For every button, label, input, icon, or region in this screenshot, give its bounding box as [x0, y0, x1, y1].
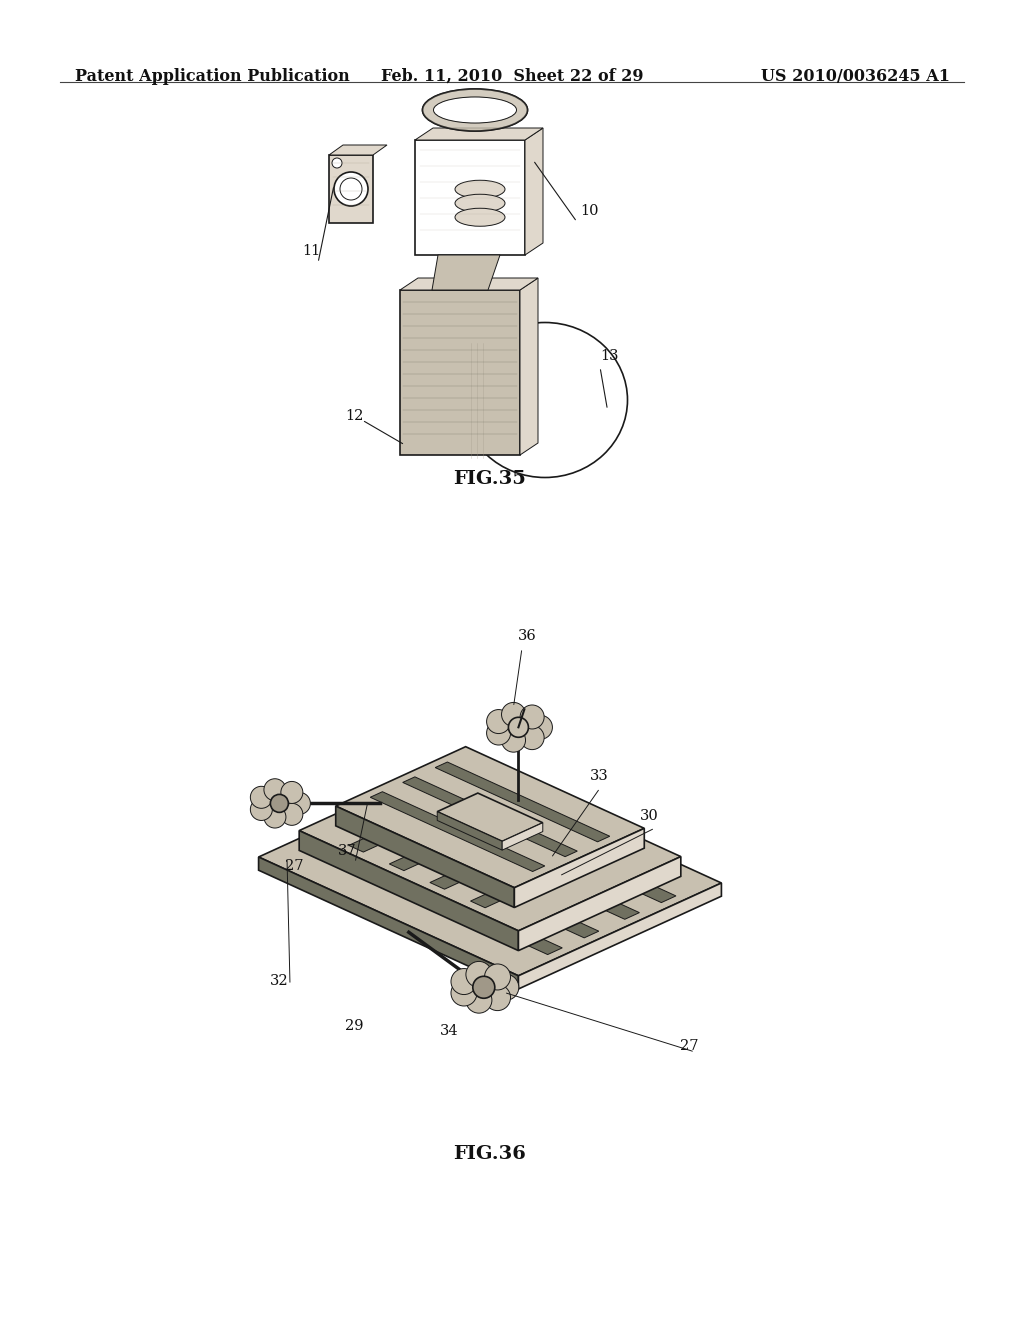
Polygon shape	[349, 779, 510, 853]
Polygon shape	[518, 883, 722, 989]
Polygon shape	[299, 756, 681, 931]
Text: 32: 32	[270, 974, 289, 987]
Circle shape	[451, 969, 477, 994]
Text: US 2010/0036245 A1: US 2010/0036245 A1	[761, 69, 950, 84]
Text: 37: 37	[338, 843, 356, 858]
Bar	[415, 140, 525, 255]
Polygon shape	[437, 812, 502, 850]
Circle shape	[473, 977, 495, 998]
Circle shape	[502, 702, 525, 726]
Polygon shape	[430, 816, 591, 890]
Text: 27: 27	[285, 859, 303, 873]
Circle shape	[486, 710, 511, 734]
Circle shape	[520, 726, 544, 750]
Text: 11: 11	[302, 244, 321, 257]
Ellipse shape	[433, 96, 516, 123]
Text: 33: 33	[590, 770, 608, 783]
Text: 27: 27	[680, 1039, 698, 1053]
Polygon shape	[400, 279, 538, 290]
Circle shape	[340, 178, 362, 201]
Polygon shape	[402, 777, 578, 857]
Polygon shape	[502, 822, 543, 850]
Circle shape	[520, 705, 544, 729]
Polygon shape	[418, 784, 676, 903]
Circle shape	[486, 721, 511, 744]
Polygon shape	[259, 764, 722, 975]
Polygon shape	[259, 857, 518, 989]
Polygon shape	[432, 255, 500, 290]
Polygon shape	[435, 762, 609, 842]
Text: FIG.36: FIG.36	[454, 1144, 526, 1163]
Text: 13: 13	[600, 348, 618, 363]
Circle shape	[528, 715, 552, 739]
Polygon shape	[518, 857, 681, 950]
Polygon shape	[341, 820, 599, 939]
Circle shape	[502, 729, 525, 752]
Circle shape	[250, 799, 272, 821]
Polygon shape	[371, 792, 545, 871]
Ellipse shape	[455, 194, 505, 213]
Circle shape	[484, 964, 511, 990]
Circle shape	[466, 961, 492, 987]
Circle shape	[509, 717, 528, 738]
Polygon shape	[389, 797, 550, 871]
Text: 29: 29	[345, 1019, 364, 1034]
Circle shape	[289, 792, 310, 814]
Text: Patent Application Publication: Patent Application Publication	[75, 69, 350, 84]
Polygon shape	[329, 145, 387, 154]
Text: 12: 12	[345, 409, 364, 422]
Polygon shape	[336, 807, 514, 908]
Text: 10: 10	[580, 205, 598, 218]
Polygon shape	[520, 279, 538, 455]
Circle shape	[493, 974, 519, 1001]
Ellipse shape	[455, 209, 505, 226]
Circle shape	[250, 787, 272, 808]
Polygon shape	[304, 837, 562, 954]
Ellipse shape	[423, 88, 527, 131]
Polygon shape	[437, 793, 543, 841]
Circle shape	[281, 804, 303, 825]
Text: 30: 30	[640, 809, 658, 822]
Circle shape	[264, 779, 286, 801]
Polygon shape	[299, 830, 518, 950]
Bar	[329, 154, 373, 223]
Text: 36: 36	[518, 630, 537, 643]
Polygon shape	[514, 829, 644, 908]
Text: Feb. 11, 2010  Sheet 22 of 29: Feb. 11, 2010 Sheet 22 of 29	[381, 69, 643, 84]
Polygon shape	[470, 834, 631, 908]
Circle shape	[270, 795, 289, 812]
Polygon shape	[525, 128, 543, 255]
Polygon shape	[381, 801, 639, 919]
Polygon shape	[415, 128, 543, 140]
Circle shape	[484, 985, 511, 1011]
Circle shape	[466, 987, 492, 1014]
Circle shape	[264, 807, 286, 828]
Circle shape	[332, 158, 342, 168]
Polygon shape	[336, 747, 644, 888]
Text: 34: 34	[440, 1024, 459, 1038]
Circle shape	[281, 781, 303, 804]
Ellipse shape	[463, 322, 628, 478]
Circle shape	[451, 979, 477, 1006]
Ellipse shape	[455, 181, 505, 198]
Circle shape	[334, 172, 368, 206]
Text: FIG.35: FIG.35	[454, 470, 526, 488]
FancyBboxPatch shape	[400, 290, 520, 455]
